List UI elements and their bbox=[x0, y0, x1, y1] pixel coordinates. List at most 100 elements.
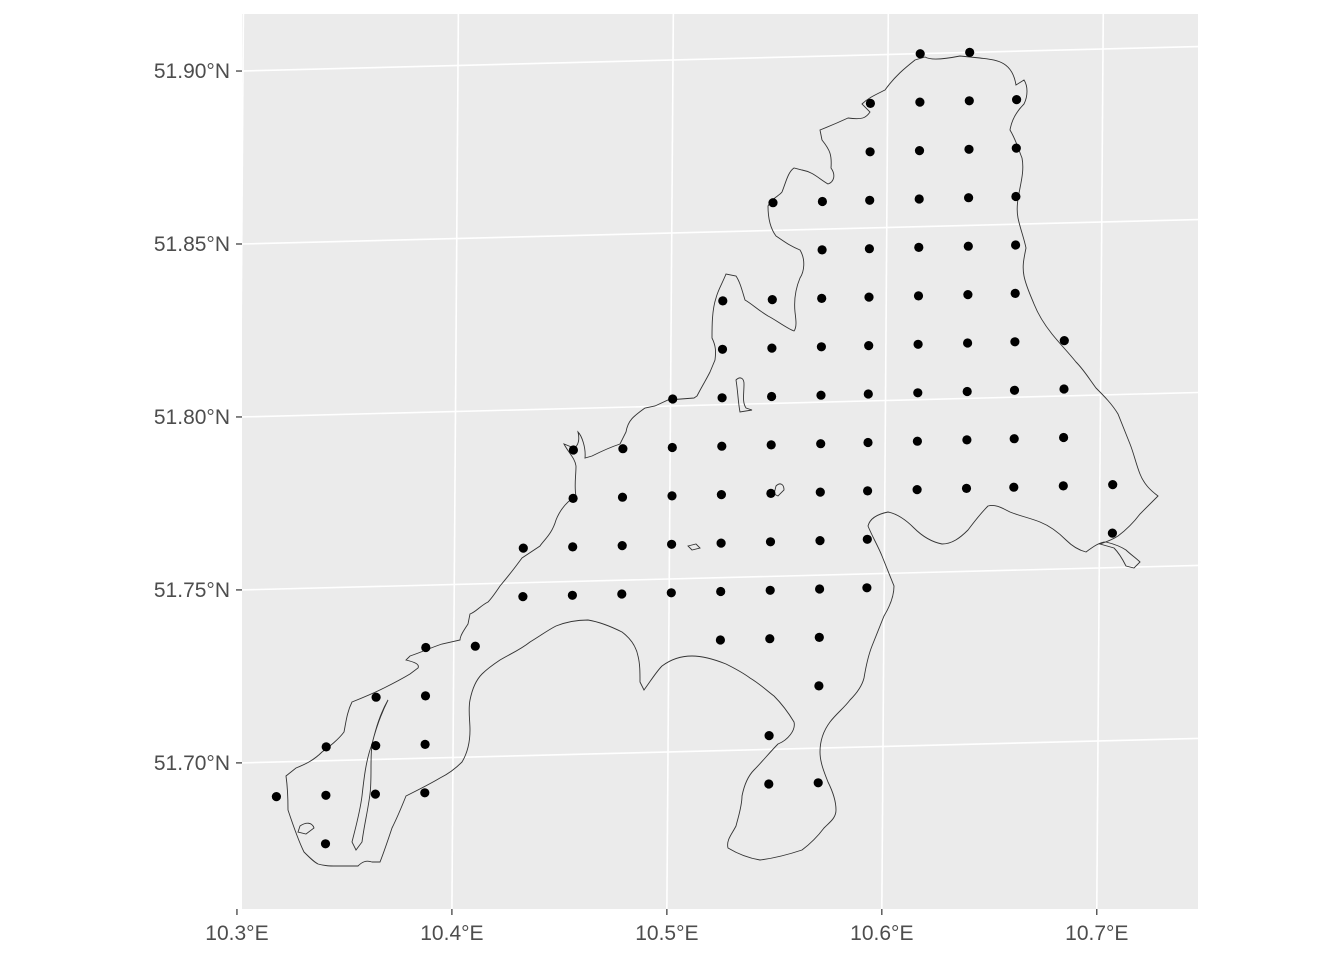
grid-point bbox=[1011, 240, 1021, 250]
grid-point bbox=[420, 739, 430, 750]
grid-point bbox=[1058, 481, 1068, 491]
grid-point bbox=[568, 493, 578, 503]
reservoir-outline bbox=[687, 543, 701, 551]
grid-point bbox=[816, 342, 827, 352]
grid-point bbox=[321, 790, 331, 800]
grid-point bbox=[1010, 337, 1020, 347]
y-tick-label: 51.85°N bbox=[154, 233, 230, 256]
grid-point bbox=[815, 536, 825, 546]
grid-point bbox=[814, 681, 824, 691]
grid-point bbox=[1009, 482, 1019, 492]
x-tick-label: 10.6°E bbox=[850, 922, 913, 945]
grid-point bbox=[766, 440, 776, 450]
grid-point bbox=[912, 485, 922, 495]
grid-point bbox=[764, 779, 774, 789]
meridian-line bbox=[666, 14, 675, 909]
grid-point bbox=[716, 538, 726, 548]
grid-point bbox=[816, 439, 826, 449]
grid-point bbox=[863, 486, 873, 496]
x-tick-label: 10.5°E bbox=[635, 922, 698, 945]
parallel-line bbox=[242, 391, 1198, 418]
grid-point bbox=[617, 492, 628, 502]
grid-point bbox=[717, 344, 728, 354]
grid-point bbox=[964, 193, 974, 203]
meridian-line bbox=[451, 14, 460, 909]
y-tick-label: 51.75°N bbox=[154, 579, 230, 602]
grid-point bbox=[915, 49, 925, 59]
grid-point bbox=[865, 147, 875, 157]
grid-point bbox=[1108, 480, 1118, 490]
grid-point bbox=[371, 692, 381, 702]
grid-point bbox=[765, 537, 776, 547]
grid-point bbox=[913, 339, 923, 349]
grid-point bbox=[1010, 288, 1020, 298]
grid-point bbox=[962, 435, 972, 445]
grid-point bbox=[765, 585, 775, 595]
grid-point bbox=[320, 839, 331, 849]
x-tick-label: 10.4°E bbox=[420, 922, 483, 945]
grid-point bbox=[767, 391, 777, 402]
grid-point bbox=[667, 491, 677, 501]
grid-point bbox=[815, 487, 825, 497]
grid-point bbox=[913, 291, 924, 301]
grid-point bbox=[715, 635, 726, 645]
grid-point bbox=[667, 539, 677, 549]
grid-point bbox=[618, 444, 628, 454]
lake-outline-west bbox=[297, 822, 315, 835]
grid-point bbox=[1012, 95, 1022, 105]
grid-point bbox=[965, 47, 975, 58]
grid-point bbox=[717, 441, 727, 451]
y-tick-label: 51.90°N bbox=[154, 60, 230, 83]
grid-point bbox=[865, 195, 875, 205]
grid-point bbox=[1107, 528, 1117, 538]
grid-point bbox=[420, 691, 431, 701]
grid-point bbox=[764, 731, 774, 741]
grid-point bbox=[1009, 434, 1019, 444]
grid-point bbox=[864, 292, 874, 302]
grid-point bbox=[865, 98, 876, 108]
grid-point bbox=[518, 592, 528, 602]
grid-point bbox=[1011, 143, 1021, 153]
y-tick-label: 51.80°N bbox=[154, 406, 230, 429]
grid-point bbox=[912, 436, 923, 446]
grid-point bbox=[765, 634, 775, 644]
grid-point bbox=[964, 144, 974, 154]
grid-point bbox=[421, 642, 431, 653]
grid-point bbox=[913, 388, 923, 398]
grid-point bbox=[716, 490, 727, 500]
grid-point bbox=[914, 242, 924, 252]
grid-point bbox=[817, 245, 827, 255]
lake-outline bbox=[735, 377, 753, 413]
grid-point bbox=[914, 194, 924, 204]
grid-point bbox=[864, 244, 875, 254]
grid-point bbox=[814, 632, 824, 643]
grid-point bbox=[863, 389, 873, 399]
grid-point bbox=[815, 584, 825, 594]
grid-point bbox=[718, 296, 728, 306]
grid-point bbox=[768, 198, 778, 208]
parallel-line bbox=[242, 564, 1198, 591]
grid-point bbox=[321, 742, 331, 752]
grid-point bbox=[862, 583, 872, 593]
grid-point bbox=[963, 338, 973, 348]
grid-point bbox=[1059, 432, 1069, 443]
grid-point bbox=[817, 293, 827, 303]
grid-point bbox=[617, 589, 627, 599]
meridian-line bbox=[881, 14, 890, 909]
grid-point bbox=[1059, 336, 1069, 346]
grid-point bbox=[518, 543, 528, 553]
grid-point bbox=[863, 437, 873, 448]
grid-point bbox=[617, 541, 627, 551]
grid-point bbox=[961, 483, 972, 493]
grid-point bbox=[568, 445, 579, 455]
graticule-grid bbox=[242, 14, 1198, 909]
lake-outline-small bbox=[773, 483, 785, 497]
grid-point bbox=[963, 290, 973, 300]
grid-point bbox=[813, 778, 823, 788]
grid-point bbox=[567, 590, 578, 600]
grid-point bbox=[1009, 385, 1020, 395]
grid-point bbox=[668, 394, 678, 404]
grid-point bbox=[370, 789, 380, 799]
